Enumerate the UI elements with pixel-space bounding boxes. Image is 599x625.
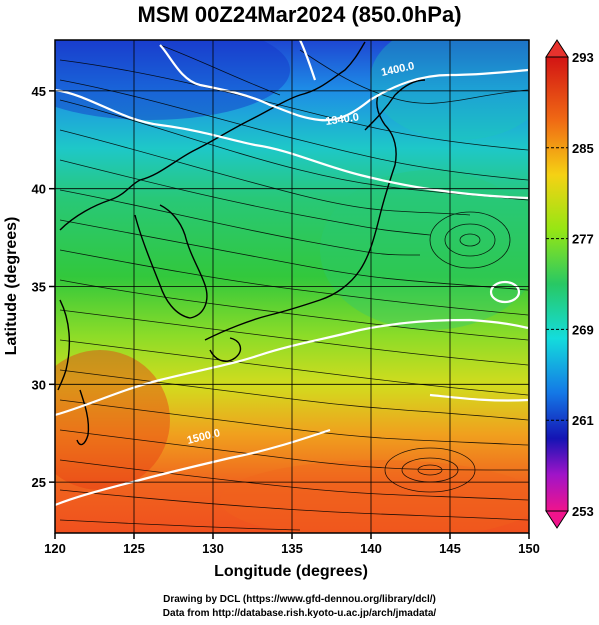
colorbar-label: 285	[572, 141, 594, 156]
colorbar-label: 277	[572, 232, 594, 247]
colorbar-label: 261	[572, 413, 594, 428]
colorbar-max-arrow	[545, 39, 569, 58]
credit-data: Data from http://database.rish.kyoto-u.a…	[162, 608, 437, 619]
y-axis-label: Latitude (degrees)	[3, 217, 20, 356]
wind-streamlines	[59, 44, 529, 531]
colorbar-scale	[545, 56, 569, 512]
y-tick-label: 35	[32, 280, 46, 295]
y-tick-label: 25	[32, 475, 46, 490]
colorbar-labels: 293 285 277 269 261 253	[546, 50, 594, 519]
temperature-field: 1400.0 1340.0 1500.0	[55, 40, 529, 533]
x-tick-label: 125	[123, 541, 145, 556]
colorbar: 293 285 277 269 261 253	[545, 39, 594, 529]
colorbar-min-arrow	[545, 510, 569, 529]
y-tick-label: 45	[32, 84, 46, 99]
y-tick-label: 40	[32, 182, 46, 197]
x-axis-label: Longitude (degrees)	[214, 563, 368, 580]
height-contours	[55, 40, 529, 507]
svg-text:1340.0: 1340.0	[325, 111, 360, 128]
colorbar-label: 269	[572, 322, 594, 337]
x-tick-label: 130	[202, 541, 224, 556]
lat-lon-grid	[55, 40, 529, 533]
x-tick-label: 135	[281, 541, 303, 556]
credit-drawing: Drawing by DCL (https://www.gfd-dennou.o…	[163, 594, 436, 605]
chart-title: MSM 00Z24Mar2024 (850.0hPa)	[137, 2, 462, 27]
x-tick-label: 145	[439, 541, 461, 556]
colorbar-label: 293	[572, 50, 594, 65]
x-tick-label: 120	[44, 541, 66, 556]
colorbar-label: 253	[572, 504, 594, 519]
x-tick-label: 150	[518, 541, 540, 556]
y-tick-label: 30	[32, 377, 46, 392]
y-axis-ticks: 25 30 35 40 45	[32, 84, 55, 490]
x-axis-ticks: 120 125 130 135 140 145 150	[44, 533, 540, 556]
x-tick-label: 140	[360, 541, 382, 556]
